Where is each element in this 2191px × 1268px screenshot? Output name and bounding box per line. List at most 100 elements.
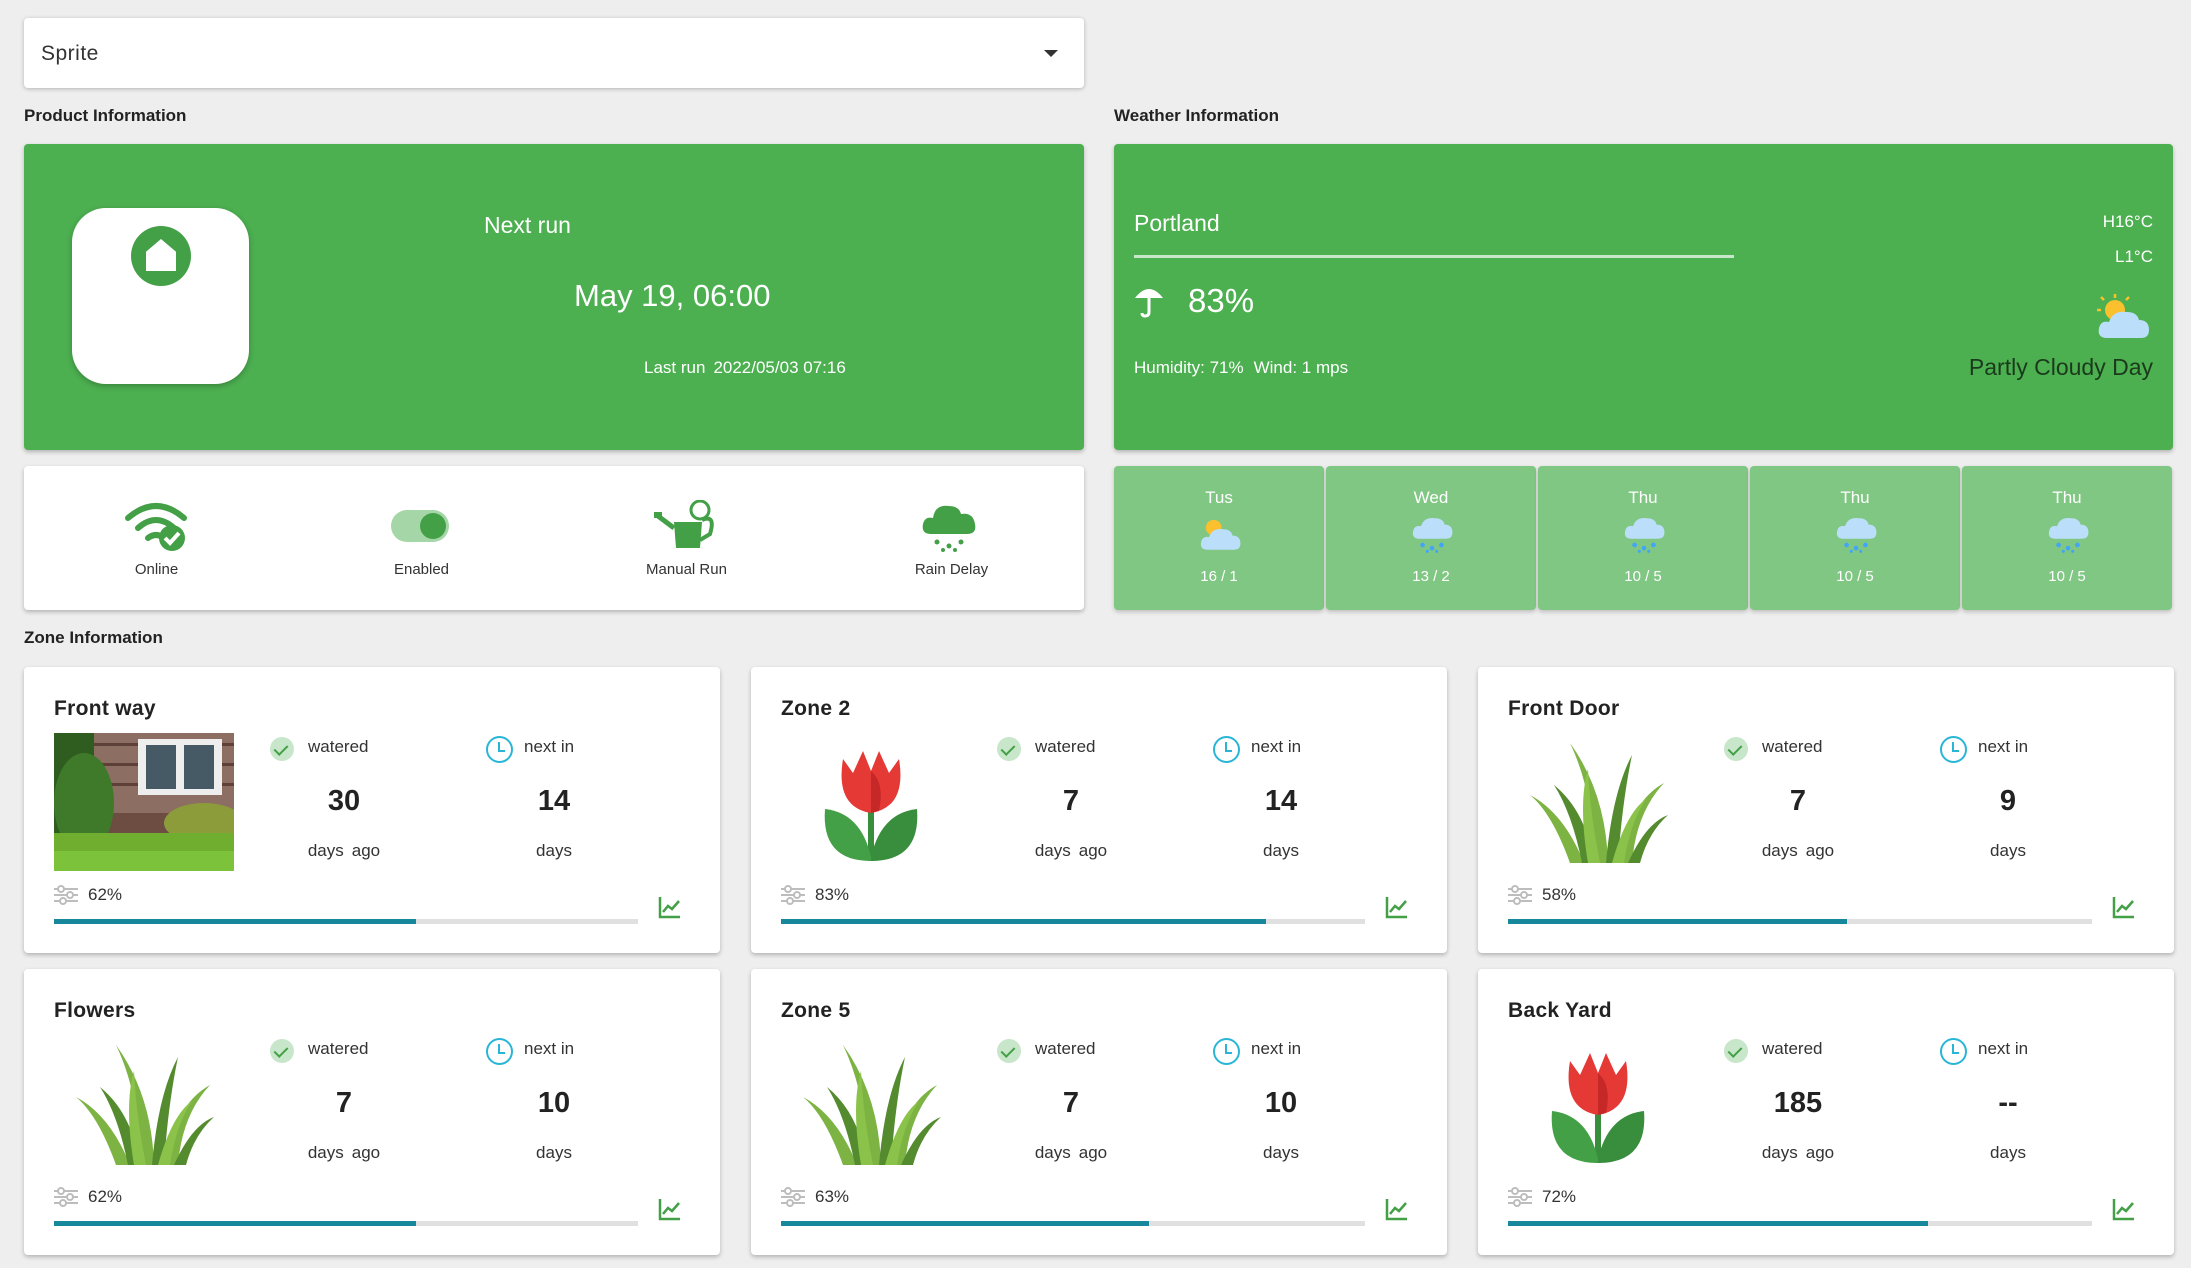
progress-fill: [1508, 1221, 1929, 1226]
adjustment-percent: 62%: [88, 885, 123, 904]
zone-name: Front way: [54, 697, 156, 720]
chart-icon[interactable]: [1385, 895, 1409, 919]
next-in-unit: days: [536, 841, 572, 860]
progress-fill: [1508, 919, 1847, 924]
days-label: days: [1034, 1143, 1071, 1162]
next-in-days-value: 9: [1999, 785, 2017, 817]
clock-icon: [1940, 736, 1967, 763]
rain-cloud-icon: [2048, 518, 2089, 553]
house-logo-icon: [131, 226, 191, 286]
days-label: days: [1761, 1143, 1798, 1162]
rain-cloud-icon[interactable]: [919, 500, 983, 552]
wifi-check-icon: [125, 503, 187, 551]
precipitation-value: 83%: [1188, 282, 1255, 319]
zone-card[interactable]: Zone 5 watered next in 7 10 days ago days…: [751, 969, 1447, 1255]
humidity-wind: Humidity: 71% Wind: 1 mps: [1134, 358, 1348, 378]
watered-days-value: 7: [1062, 1087, 1080, 1119]
product-section-title: Product Information: [24, 106, 187, 125]
ago-label: ago: [1805, 841, 1835, 860]
ago-label: ago: [351, 1143, 381, 1162]
watered-label: watered: [1762, 737, 1823, 756]
progress-fill: [781, 919, 1266, 924]
status-rain-delay[interactable]: Rain Delay: [819, 466, 1084, 610]
progress-bar: [54, 1221, 638, 1226]
ago-label: ago: [1078, 841, 1108, 860]
forecast-temp: 10 / 5: [2048, 568, 2086, 585]
progress-bar: [781, 1221, 1365, 1226]
chart-icon[interactable]: [658, 895, 682, 919]
clock-icon: [1213, 736, 1240, 763]
zone-name: Zone 5: [781, 999, 851, 1022]
watered-unit: days ago: [971, 841, 1171, 861]
check-icon: [1724, 1039, 1748, 1063]
grass-icon: [781, 1035, 961, 1173]
controller-device-image: [72, 208, 249, 384]
temp-low: L1°C: [2115, 247, 2153, 266]
zone-card[interactable]: Flowers watered next in 7 10 days ago day…: [24, 969, 720, 1255]
forecast-day-name: Thu: [1840, 488, 1870, 507]
clock-icon: [486, 736, 513, 763]
progress-fill: [781, 1221, 1149, 1226]
watered-unit: days ago: [971, 1143, 1171, 1163]
controller-select[interactable]: Sprite: [24, 18, 1084, 88]
rain-cloud-icon: [1412, 518, 1453, 553]
adjustment-percent: 83%: [815, 885, 850, 904]
chart-icon[interactable]: [1385, 1197, 1409, 1221]
zone-name: Flowers: [54, 999, 136, 1022]
toggle-icon[interactable]: [389, 500, 453, 552]
temp-high: H16°C: [2102, 212, 2153, 231]
watered-days-value: 7: [1789, 785, 1807, 817]
chart-icon[interactable]: [2112, 1197, 2136, 1221]
next-in-label: next in: [524, 737, 575, 756]
next-in-unit: days: [1990, 1143, 2026, 1162]
chevron-down-icon[interactable]: [1044, 50, 1058, 57]
house-photo: [54, 733, 244, 871]
last-run-time: 2022/05/03 07:16: [713, 358, 846, 377]
watering-can-icon[interactable]: [654, 500, 718, 552]
watered-unit: days ago: [244, 841, 444, 861]
next-in-label: next in: [1251, 737, 1302, 756]
adjust-sliders-icon: [54, 1187, 78, 1207]
forecast-day-name: Thu: [2052, 488, 2082, 507]
partly-cloudy-icon: [1200, 519, 1241, 550]
weather-section-title: Weather Information: [1114, 106, 1279, 125]
forecast-day: Thu 10 / 5: [1538, 466, 1748, 610]
zone-card[interactable]: Front Door watered next in 7 9 days ago d…: [1478, 667, 2174, 953]
watered-days-value: 185: [1773, 1087, 1823, 1119]
adjustment-percent: 63%: [815, 1187, 850, 1206]
clock-icon: [1213, 1038, 1240, 1065]
progress-fill: [54, 919, 417, 924]
status-online: Online: [24, 466, 289, 610]
chart-icon[interactable]: [2112, 895, 2136, 919]
forecast-day: Thu 10 / 5: [1750, 466, 1960, 610]
days-label: days: [1761, 841, 1798, 860]
partly-cloudy-icon: [2097, 294, 2149, 338]
progress-fill: [54, 1221, 417, 1226]
adjust-sliders-icon: [781, 885, 805, 905]
forecast-temp: 16 / 1: [1200, 568, 1238, 585]
adjust-sliders-icon: [54, 885, 78, 905]
status-manual-run[interactable]: Manual Run: [554, 466, 819, 610]
status-enabled-label: Enabled: [393, 561, 450, 578]
zone-card[interactable]: Zone 2 watered next in 7 14 days ago days…: [751, 667, 1447, 953]
status-online-label: Online: [134, 561, 179, 578]
status-enabled[interactable]: Enabled: [289, 466, 554, 610]
zone-name: Front Door: [1508, 697, 1620, 720]
humidity-value: Humidity: 71%: [1134, 358, 1244, 377]
watered-label: watered: [308, 1039, 369, 1058]
grass-icon: [54, 1035, 234, 1173]
adjustment-percent: 58%: [1542, 885, 1577, 904]
zone-card[interactable]: Front way watered next in 30 14 days ago …: [24, 667, 720, 953]
clock-icon: [486, 1038, 513, 1065]
ago-label: ago: [1078, 1143, 1108, 1162]
next-in-days-value: 10: [1264, 1087, 1298, 1119]
chart-icon[interactable]: [658, 1197, 682, 1221]
controller-select-value: Sprite: [41, 42, 99, 65]
product-card: Next run May 19, 06:00 Last run 2022/05/0…: [24, 144, 1084, 450]
zone-card[interactable]: Back Yard watered next in 185 -- days ago…: [1478, 969, 2174, 1255]
divider: [1134, 255, 1734, 258]
watered-label: watered: [1035, 737, 1096, 756]
days-label: days: [307, 1143, 344, 1162]
rain-cloud-icon: [1624, 518, 1665, 553]
status-card: Online Enabled Manual Run Rain Delay: [24, 466, 1084, 610]
